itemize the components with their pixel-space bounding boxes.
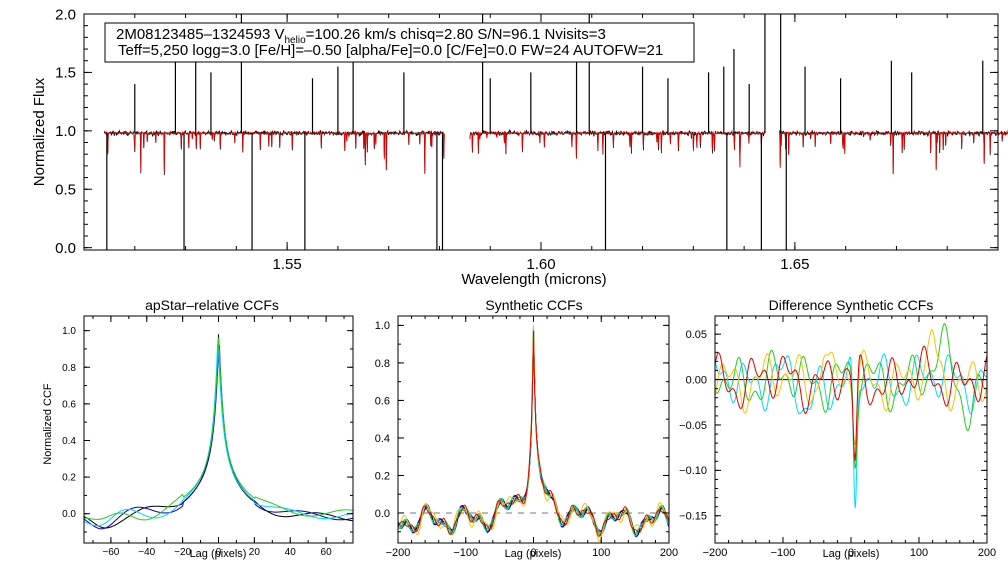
spectrum-info-line-1: 2M08123485–1324593 Vhelio=100.26 km/s ch… [116, 26, 606, 46]
difference-ccf-line-diff-2 [714, 323, 988, 469]
ccf-line-visit-4 [83, 337, 354, 521]
y-tick-label: 0.5 [55, 181, 76, 198]
x-tick-label: 1.65 [780, 256, 809, 273]
spectrum-x-axis-label: Wavelength (microns) [461, 271, 606, 288]
spectrum-info-line-2: Teff=5,250 logg=3.0 [Fe/H]=–0.50 [alpha/… [118, 42, 663, 59]
y-tick-label: 1.0 [55, 123, 76, 140]
difference-ccf-line-diff-4 [714, 345, 988, 461]
y-tick-label: 0.2 [62, 473, 76, 484]
y-tick-label: 0.00 [686, 374, 707, 386]
observed-spectrum-segment [469, 128, 765, 167]
y-tick-label: 0.2 [375, 470, 390, 482]
synthetic-ccf-panel: Synthetic CCFs −200 −100 0 100 200 0.0 0.2 0.4 0… [375, 297, 678, 560]
apstar-ccf-y-axis-label: Normalized CCF [42, 383, 54, 465]
synthetic-spectrum-segment [103, 130, 445, 173]
synthetic-spectrum-segment [469, 130, 765, 168]
y-tick-label: −0.10 [679, 465, 707, 477]
ccf-line-visit-1 [83, 334, 354, 529]
x-tick-label: 20 [249, 547, 261, 558]
spectrum-panel: 1.55 1.60 1.65 0.0 0.5 1.0 1.5 2.0 Wavelength (… [31, 6, 1008, 288]
x-tick-label: −20 [174, 547, 191, 558]
synthetic-ccf-line-visit-4 [397, 325, 670, 542]
y-tick-label: 1.0 [375, 320, 390, 332]
x-tick-label: −200 [386, 547, 411, 559]
y-tick-label: 0.0 [62, 509, 76, 520]
y-tick-label: 0.4 [62, 436, 76, 447]
y-tick-label: −0.05 [679, 420, 707, 432]
y-tick-label: 0.8 [375, 358, 390, 370]
x-tick-label: 60 [321, 547, 333, 558]
synthetic-ccf-x-axis-label: Lag (pixels) [505, 548, 562, 560]
ccf-line-visit-3 [83, 344, 354, 527]
synthetic-ccf-line-visit-5 [397, 330, 670, 537]
y-tick-label: 1.0 [62, 326, 76, 337]
y-tick-label: 0.4 [375, 433, 390, 445]
difference-ccf-panel: Difference Synthetic CCFs −200 −100 0 100 20… [679, 297, 996, 560]
y-tick-label: 1.5 [55, 65, 76, 82]
difference-ccf-line-diff-1 [714, 353, 988, 509]
x-tick-label: −60 [102, 547, 119, 558]
x-tick-label: 0 [216, 547, 222, 558]
difference-ccf-title: Difference Synthetic CCFs [769, 297, 934, 313]
y-tick-label: 0.05 [686, 329, 707, 341]
y-tick-label: 0.6 [62, 399, 76, 410]
x-tick-label: 100 [592, 547, 610, 559]
y-tick-label: 0.8 [62, 363, 76, 374]
apstar-ccf-title: apStar–relative CCFs [145, 297, 279, 313]
y-tick-label: 2.0 [55, 6, 76, 23]
y-tick-label: 0.0 [55, 240, 76, 257]
x-tick-label: 200 [978, 547, 996, 559]
x-tick-label: −200 [703, 547, 728, 559]
x-tick-label: 1.60 [526, 256, 555, 273]
y-tick-label: 0.6 [375, 395, 390, 407]
x-tick-label: 200 [660, 547, 678, 559]
difference-ccf-axes-frame [714, 315, 988, 544]
spectrum-info-box [104, 22, 695, 63]
synthetic-ccf-title: Synthetic CCFs [485, 297, 582, 313]
x-tick-label: 1.55 [273, 256, 302, 273]
x-tick-label: 40 [285, 547, 297, 558]
x-tick-label: 100 [910, 547, 928, 559]
x-tick-label: −100 [453, 547, 478, 559]
y-tick-label: −0.15 [679, 511, 707, 523]
ccf-line-visit-2 [83, 345, 354, 530]
y-tick-label: 0.0 [375, 508, 390, 520]
synthetic-spectrum-segment [779, 130, 1008, 175]
difference-ccf-line-diff-3 [714, 329, 988, 445]
spectrum-y-axis-label: Normalized Flux [31, 77, 48, 186]
difference-ccf-x-axis-label: Lag (pixels) [823, 548, 880, 560]
x-tick-label: −100 [771, 547, 796, 559]
apstar-ccf-x-axis-label: Lag (pixels) [190, 548, 247, 560]
apstar-ccf-panel: apStar–relative CCFs −60 −40 −20 0 20 40 60 0.0… [42, 297, 354, 560]
x-tick-label: 0 [530, 547, 536, 559]
x-tick-label: −40 [138, 547, 155, 558]
x-tick-label: 0 [848, 547, 854, 559]
